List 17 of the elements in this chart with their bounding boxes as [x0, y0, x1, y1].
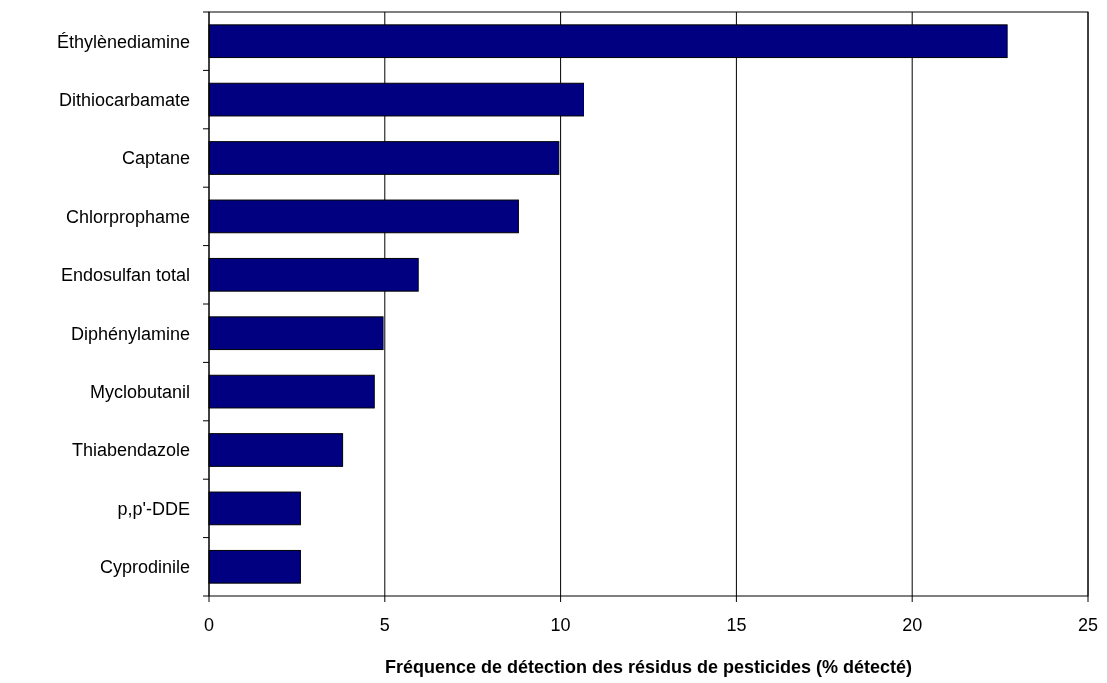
x-tick-label: 25 — [1077, 615, 1099, 635]
y-tick-label: Cyprodinile — [99, 557, 190, 578]
y-tick-label: Captane — [121, 148, 190, 169]
x-tick-label: 10 — [550, 615, 571, 635]
y-tick-label: Chlorprophame — [65, 206, 190, 227]
x-tick-label: 5 — [379, 615, 390, 635]
x-tick-label: 15 — [726, 615, 747, 635]
y-tick-label: Endosulfan total — [60, 265, 190, 286]
y-tick-label: Éthylènediamine — [56, 31, 190, 52]
x-axis-title: Fréquence de détection des résidus de pesticides (% détecté) — [384, 657, 913, 677]
y-tick-label: Dithiocarbamate — [58, 89, 190, 110]
y-tick-label: p,p'-DDE — [117, 498, 190, 519]
x-tick-label: 20 — [902, 615, 923, 635]
y-tick-label: Myclobutanil — [89, 381, 190, 402]
y-tick-label: Diphénylamine — [70, 323, 190, 344]
y-tick-label: Thiabendazole — [71, 440, 190, 461]
x-tick-label: 0 — [203, 615, 215, 635]
